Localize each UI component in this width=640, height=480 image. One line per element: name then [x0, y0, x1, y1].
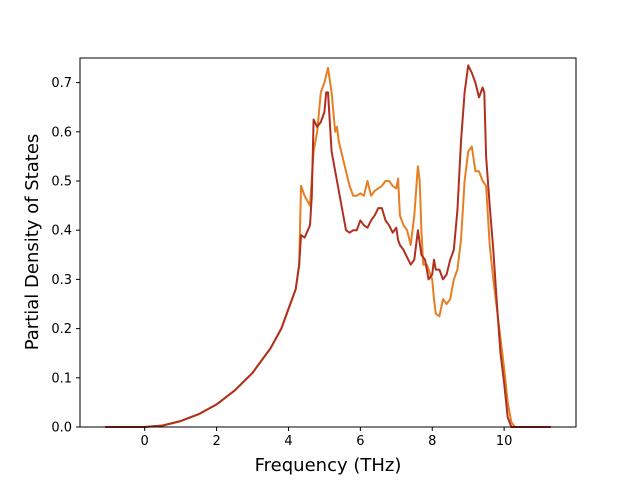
series-layer — [105, 64, 551, 428]
x-axis-label: Frequency (THz) — [255, 455, 402, 476]
plot-background — [80, 58, 576, 427]
axes-layer: 0 2 4 6 8 10 0.0 0.1 0.2 0.3 0.4 0.5 0.6 0.7 — [51, 57, 577, 449]
y-tick-label: 0.0 — [51, 421, 72, 436]
y-tick-label: 0.2 — [51, 322, 72, 337]
x-tick-label: 10 — [496, 434, 513, 449]
plot-area — [80, 58, 576, 427]
y-tick-label: 0.6 — [51, 125, 72, 140]
y-tick-label: 0.5 — [51, 175, 72, 190]
x-tick-label: 2 — [212, 434, 220, 449]
y-axis-label: Partial Density of States — [22, 134, 43, 351]
x-tick-label: 0 — [141, 434, 149, 449]
series-line-1 — [105, 66, 551, 428]
y-tick-label: 0.3 — [51, 273, 72, 288]
x-tick-label: 8 — [428, 434, 436, 449]
x-tick-label: 6 — [356, 434, 364, 449]
y-tick-label: 0.1 — [51, 371, 72, 386]
axes-frame — [79, 57, 577, 428]
x-tick-label: 4 — [284, 434, 292, 449]
series-line-2 — [105, 64, 551, 428]
y-tick-label: 0.7 — [51, 76, 72, 91]
y-tick-label: 0.4 — [51, 224, 72, 239]
